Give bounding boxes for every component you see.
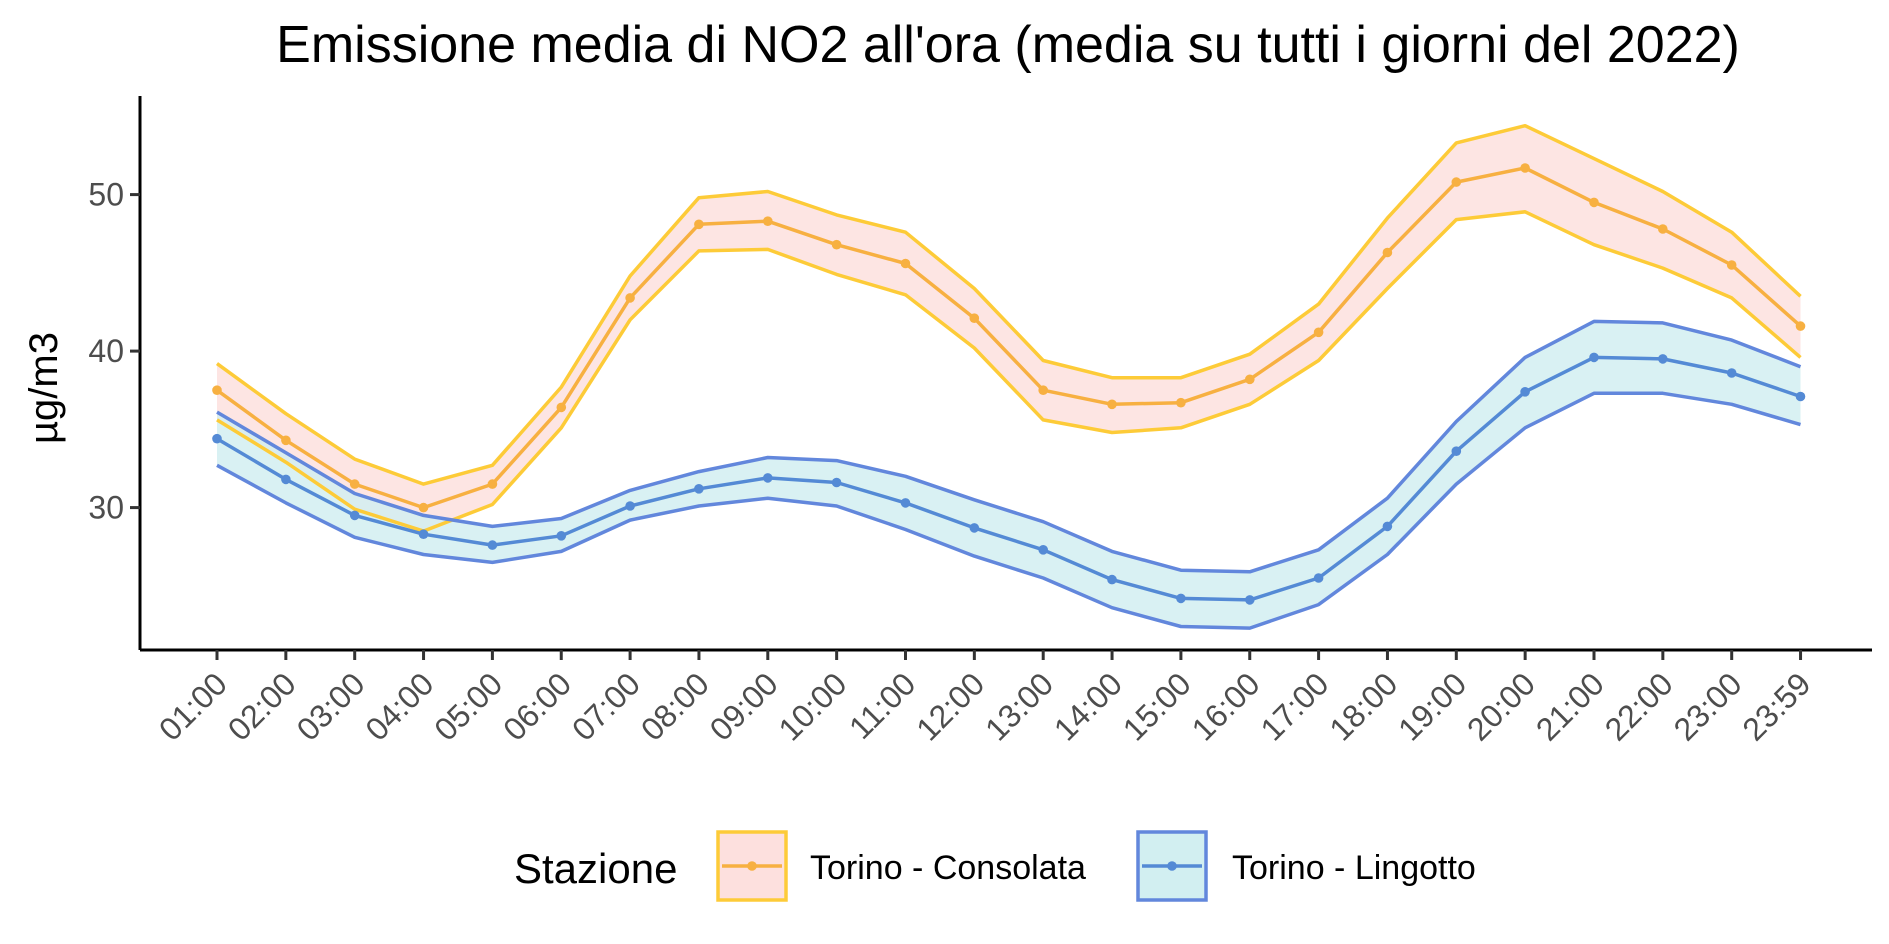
x-tick-label: 06:00 [496, 665, 578, 747]
y-tick-label: 30 [88, 490, 124, 526]
data-point [281, 474, 291, 485]
data-point [212, 385, 222, 396]
x-tick-label: 08:00 [634, 665, 716, 747]
x-tick-label: 17:00 [1253, 665, 1335, 747]
data-point [969, 523, 980, 533]
data-point [694, 484, 704, 494]
legend-label-1: Torino - Lingotto [1232, 849, 1476, 887]
data-point [556, 531, 567, 541]
data-point [418, 529, 429, 539]
x-tick-label: 13:00 [978, 665, 1060, 747]
x-tick-label: 20:00 [1460, 665, 1542, 747]
y-tick-label: 50 [88, 177, 124, 213]
x-tick-label: 12:00 [909, 665, 991, 747]
data-point [1658, 224, 1668, 234]
data-point [1795, 321, 1806, 331]
x-tick-label: 04:00 [358, 665, 440, 747]
x-tick-label: 15:00 [1116, 665, 1198, 747]
ribbon-0 [217, 125, 1801, 532]
x-tick-label: 19:00 [1391, 665, 1473, 747]
legend-label-0: Torino - Consolata [810, 849, 1086, 887]
x-tick-label: 23:59 [1735, 665, 1817, 747]
legend: Stazione Torino - Consolata Torino - Ling… [514, 830, 1476, 902]
data-point [969, 313, 980, 324]
y-axis-title: µg/m3 [22, 332, 66, 444]
x-tick-label: 18:00 [1322, 665, 1404, 747]
legend-title: Stazione [514, 845, 677, 892]
data-point [281, 435, 291, 446]
ribbon-upper-1 [216, 319, 1802, 574]
data-point [1107, 574, 1117, 585]
ribbon-lower-0 [216, 210, 1802, 533]
x-tick-label: 14:00 [1047, 665, 1129, 747]
data-point [763, 473, 773, 483]
data-point [1313, 327, 1324, 338]
legend-key-point-1 [1167, 861, 1177, 871]
data-point [212, 433, 222, 444]
data-point [1589, 197, 1599, 208]
data-point [1176, 593, 1186, 604]
x-tick-label: 03:00 [290, 665, 372, 747]
x-tick-label: 07:00 [565, 665, 647, 747]
data-point [1107, 399, 1117, 410]
chart-title: Emissione media di NO2 all'ora (media su… [276, 16, 1740, 74]
data-point [487, 479, 498, 489]
data-point [900, 498, 911, 508]
data-point [1245, 595, 1255, 605]
data-point [1589, 352, 1599, 363]
data-point [1176, 397, 1186, 408]
x-tick-label: 05:00 [427, 665, 509, 747]
data-point [1726, 368, 1737, 378]
plot-area [212, 123, 1806, 630]
data-point [1451, 177, 1462, 187]
data-point [1382, 247, 1393, 258]
data-point [1382, 521, 1393, 532]
x-tick-label: 01:00 [152, 665, 234, 747]
data-point [831, 239, 842, 250]
data-point [1038, 385, 1048, 396]
x-tick-label: 21:00 [1529, 665, 1611, 747]
data-point [556, 402, 567, 413]
x-tick-label: 11:00 [842, 665, 922, 745]
data-point [1520, 387, 1530, 397]
y-tick-label: 40 [88, 333, 124, 369]
x-tick-label: 10:00 [772, 665, 854, 747]
data-point [349, 510, 360, 521]
data-point [1726, 260, 1737, 270]
data-point [625, 501, 635, 511]
data-point [1451, 446, 1462, 457]
x-tick-label: 23:00 [1667, 665, 1749, 747]
data-point [349, 479, 360, 489]
x-tick-label: 02:00 [221, 665, 303, 747]
data-point [1795, 391, 1806, 402]
data-point [763, 216, 773, 226]
data-point [418, 502, 429, 513]
data-point [900, 258, 911, 269]
x-tick-label: 16:00 [1185, 665, 1267, 747]
data-point [487, 540, 498, 550]
legend-key-point-0 [747, 861, 757, 871]
data-point [694, 219, 704, 230]
data-point [831, 477, 842, 488]
data-point [1658, 354, 1668, 364]
series-line-0 [215, 166, 1802, 510]
data-point [1520, 163, 1530, 173]
series-line-1 [216, 355, 1802, 602]
x-tick-label: 22:00 [1598, 665, 1680, 747]
data-point [1038, 545, 1048, 555]
x-tick-label: 09:00 [703, 665, 785, 747]
data-point [1313, 573, 1324, 583]
ribbon-lower-1 [216, 391, 1801, 630]
data-point [1245, 374, 1255, 385]
data-point [625, 293, 635, 303]
ribbon-upper-0 [215, 123, 1802, 486]
